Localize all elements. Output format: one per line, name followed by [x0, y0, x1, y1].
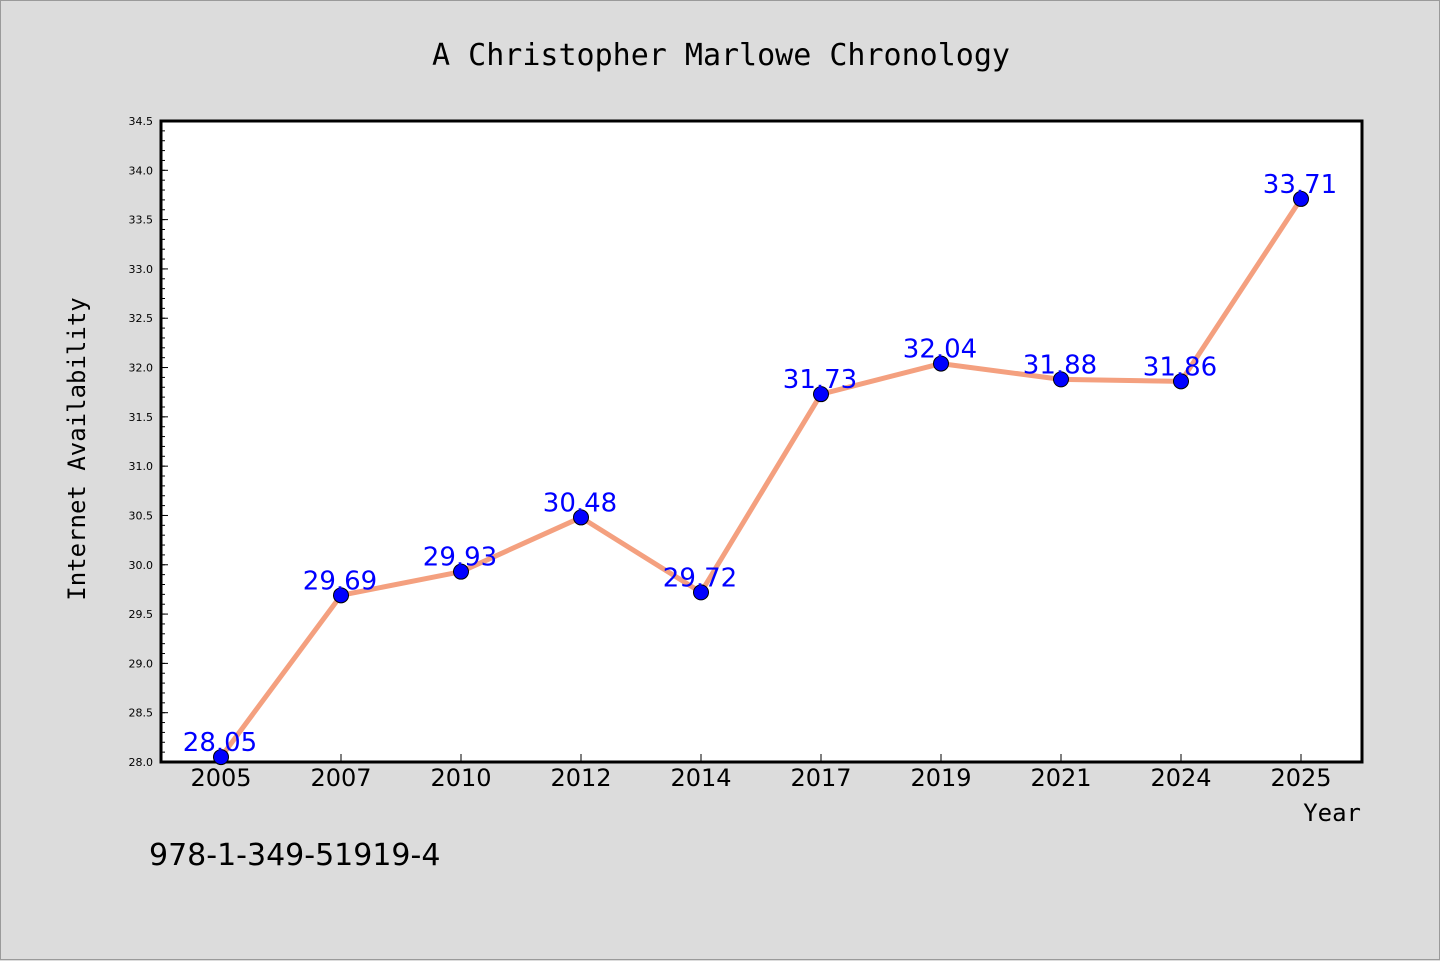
data-point-marker	[333, 587, 349, 604]
x-tick-label: 2007	[310, 764, 371, 792]
isbn-annotation: 978-1-349-51919-4	[149, 838, 440, 873]
x-tick-label: 2014	[670, 764, 731, 792]
data-label: 31.88	[1023, 350, 1097, 380]
data-point-marker	[693, 584, 709, 601]
y-tick-label: 30.0	[129, 559, 154, 572]
data-label: 30.48	[543, 488, 617, 518]
x-tick-label: 2024	[1150, 764, 1211, 792]
y-axis: 28.0 28.5 29.0 29.5 30.0 30.5 31.0 31.5 32.0 32.5…	[129, 115, 168, 769]
series-line	[218, 196, 1304, 760]
y-tick-label: 33.0	[129, 263, 154, 276]
data-point-marker	[573, 509, 589, 526]
y-tick-label: 34.5	[129, 115, 154, 128]
x-tick-label: 2019	[910, 764, 971, 792]
x-tick-label: 2012	[550, 764, 611, 792]
data-point-marker	[813, 386, 829, 403]
x-tick-label: 2005	[190, 764, 251, 792]
data-label: 28.05	[183, 728, 257, 758]
data-label: 29.72	[663, 563, 737, 593]
data-point-marker	[1293, 190, 1309, 207]
y-tick-label: 32.0	[129, 362, 154, 375]
data-label: 33.71	[1263, 170, 1337, 200]
y-tick-label: 29.5	[129, 608, 154, 621]
y-tick-label: 32.5	[129, 312, 154, 325]
data-label: 29.93	[423, 543, 497, 573]
x-tick-label: 2010	[430, 764, 491, 792]
x-tick-label: 2021	[1030, 764, 1091, 792]
data-label: 31.73	[783, 365, 857, 395]
series-lines	[218, 196, 1304, 760]
data-point-marker	[213, 749, 229, 766]
x-axis-label: Year	[1303, 799, 1361, 827]
y-tick-label: 31.0	[129, 460, 154, 473]
x-tick-label: 2025	[1270, 764, 1331, 792]
data-point-marker	[933, 355, 949, 372]
data-label: 29.69	[303, 566, 377, 596]
data-labels: 28.05 29.69 29.93 30.48 29.72 31.73 32.04 31.88…	[183, 170, 1337, 758]
y-tick-label: 28.5	[129, 707, 154, 720]
x-tick-label: 2017	[790, 764, 851, 792]
y-tick-label: 31.5	[129, 411, 154, 424]
series-markers	[213, 190, 1309, 766]
y-axis-label: Internet Availability	[63, 297, 91, 600]
data-point-marker	[1053, 371, 1069, 388]
data-point-marker	[1173, 373, 1189, 390]
chart-title: A Christopher Marlowe Chronology	[432, 38, 1010, 73]
y-tick-label: 34.0	[129, 164, 154, 177]
y-tick-label: 33.5	[129, 214, 154, 227]
plot-area	[159, 119, 1364, 764]
data-label: 32.04	[903, 335, 977, 365]
data-point-marker	[453, 563, 469, 580]
x-axis: 2005 2007 2010 2012 2014 2017 2019 2021 2024 2025	[190, 754, 1332, 792]
y-tick-label: 28.0	[129, 756, 154, 769]
y-tick-label: 30.5	[129, 509, 154, 522]
y-tick-label: 29.0	[129, 657, 154, 670]
data-label: 31.86	[1143, 352, 1217, 382]
